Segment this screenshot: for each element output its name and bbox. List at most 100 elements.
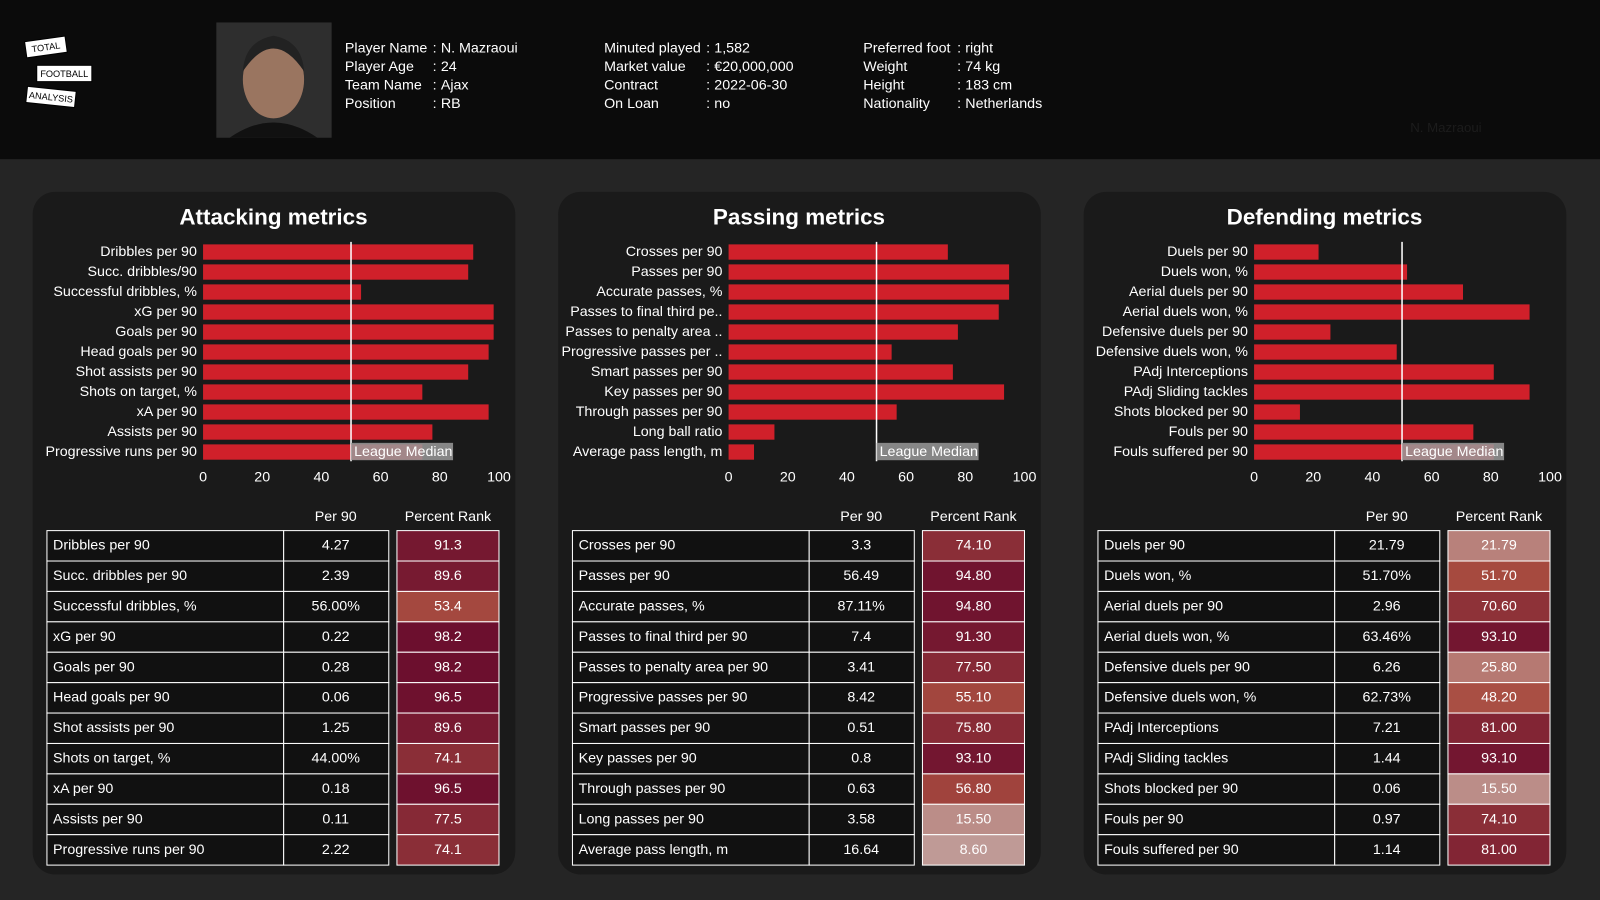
- name-cell: [571, 621, 810, 653]
- field-label: Height: [863, 77, 904, 93]
- percent-rank: 56.80: [956, 781, 992, 797]
- field-separator: :: [433, 77, 437, 93]
- bar-label: Duels won, %: [1161, 264, 1249, 280]
- rank-cell: [1447, 590, 1551, 623]
- per90-cell: [808, 682, 915, 714]
- bar: [728, 284, 1010, 300]
- x-tick-label: 60: [898, 469, 914, 485]
- per90-value: 2.96: [1373, 599, 1401, 615]
- per90-cell: [283, 530, 390, 562]
- per90-cell: [808, 712, 915, 744]
- field-value: right: [965, 41, 993, 57]
- bar: [728, 404, 897, 420]
- bar: [728, 384, 1005, 400]
- field-value: Ajax: [441, 77, 469, 93]
- x-tick-label: 80: [957, 469, 973, 485]
- name-cell: [1097, 590, 1336, 623]
- percent-rank: 75.80: [956, 720, 992, 736]
- bar-label: Passes to penalty area ..: [565, 324, 722, 340]
- row-name: Duels won, %: [1104, 568, 1192, 584]
- per90-cell: [1334, 590, 1441, 623]
- field-label: Player Name: [345, 41, 428, 57]
- bar: [203, 284, 362, 300]
- row-name: xG per 90: [53, 629, 116, 645]
- percent-rank: 89.6: [434, 720, 462, 736]
- per90-value: 16.64: [843, 842, 879, 858]
- row-name: Succ. dribbles per 90: [53, 568, 187, 584]
- percent-rank: 77.50: [956, 659, 992, 675]
- rank-cell: [921, 682, 1025, 714]
- photo-hair: [242, 35, 305, 72]
- x-tick-label: 60: [1424, 469, 1440, 485]
- field-label: Team Name: [345, 77, 422, 93]
- bar: [1254, 324, 1331, 340]
- per90-value: 87.11%: [838, 599, 886, 615]
- field-separator: :: [433, 59, 437, 75]
- per90-value: 3.58: [847, 811, 875, 827]
- field-label: Contract: [604, 77, 658, 93]
- per90-cell: [283, 834, 390, 866]
- rank-cell: [1447, 834, 1551, 866]
- bar-label: Shot assists per 90: [76, 364, 197, 380]
- field-separator: :: [957, 41, 961, 57]
- per90-cell: [808, 530, 915, 562]
- bar-label: Aerial duels per 90: [1129, 284, 1248, 300]
- row-name: Long passes per 90: [579, 811, 704, 827]
- name-cell: [1097, 621, 1336, 653]
- percent-rank: 8.60: [960, 842, 988, 858]
- rank-cell: [921, 590, 1025, 623]
- photo-face: [242, 40, 305, 119]
- field-label: Minuted played: [604, 41, 701, 57]
- percent-rank: 15.50: [956, 811, 992, 827]
- name-cell: [1097, 682, 1336, 714]
- per90-value: 0.06: [1373, 781, 1401, 797]
- bar-label: Goals per 90: [115, 324, 197, 340]
- bar: [1254, 284, 1463, 300]
- per90-value: 63.46%: [1363, 629, 1412, 645]
- field-value: RB: [441, 96, 461, 112]
- field-separator: :: [433, 41, 437, 57]
- field-value: 2022-06-30: [714, 77, 787, 93]
- row-name: Fouls suffered per 90: [1104, 842, 1239, 858]
- x-tick-label: 60: [373, 469, 389, 485]
- percent-rank: 96.5: [434, 781, 462, 797]
- row-name: Progressive passes per 90: [579, 690, 748, 706]
- bar-label: Passes to final third pe..: [570, 304, 722, 320]
- per90-value: 0.11: [322, 811, 349, 827]
- percent-rank: 74.1: [434, 842, 462, 858]
- per90-cell: [1334, 742, 1441, 775]
- field-value: no: [714, 96, 730, 112]
- name-cell: [1097, 803, 1336, 836]
- bar: [203, 364, 469, 380]
- row-name: PAdj Sliding tackles: [1104, 751, 1228, 767]
- bar-label: Crosses per 90: [626, 244, 723, 260]
- per90-cell: [283, 773, 390, 805]
- logo-text: ANALYSIS: [28, 90, 73, 105]
- per90-cell: [1334, 651, 1441, 684]
- bar-label: Smart passes per 90: [591, 364, 723, 380]
- per90-value: 2.22: [322, 842, 350, 858]
- watermark: N. Mazraoui: [1410, 120, 1481, 135]
- bar: [1254, 364, 1494, 380]
- x-tick-label: 0: [1250, 469, 1258, 485]
- per90-cell: [283, 682, 390, 714]
- field-label: On Loan: [604, 96, 659, 112]
- bar-label: Assists per 90: [107, 424, 197, 440]
- rank-cell: [921, 803, 1025, 836]
- rank-cell: [396, 773, 500, 805]
- percent-rank: 81.00: [1481, 842, 1517, 858]
- per90-value: 51.70%: [1363, 568, 1412, 584]
- median-label: League Median: [354, 444, 452, 460]
- per90-value: 1.44: [1373, 751, 1401, 767]
- rank-cell: [396, 651, 500, 684]
- per90-cell: [283, 803, 390, 836]
- bar-label: Duels per 90: [1167, 244, 1248, 260]
- name-cell: [571, 590, 810, 623]
- percent-rank: 91.3: [434, 538, 462, 554]
- bar-label: Accurate passes, %: [596, 284, 722, 300]
- column-header: Per 90: [840, 509, 882, 525]
- per90-value: 0.8: [851, 751, 871, 767]
- bar: [203, 304, 494, 320]
- per90-value: 6.26: [1373, 659, 1401, 675]
